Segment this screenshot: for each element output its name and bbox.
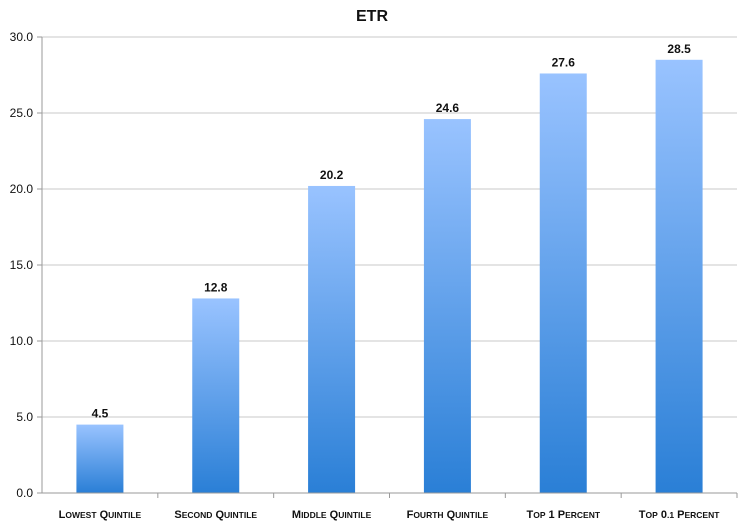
data-label: 20.2 (320, 168, 344, 182)
bar (655, 59, 703, 494)
y-tick-label: 25.0 (10, 106, 34, 120)
bar (308, 185, 356, 493)
y-tick-label: 0.0 (16, 486, 33, 500)
x-category-label: SECOND QUINTILE (174, 509, 257, 521)
y-tick-label: 10.0 (10, 334, 34, 348)
axes (41, 37, 738, 498)
chart-title: ETR (356, 8, 388, 25)
data-labels: 4.5 12.8 20.2 24.6 27.6 28.5 (92, 42, 692, 421)
data-label: 24.6 (436, 101, 460, 115)
data-label: 12.8 (204, 280, 228, 294)
x-category-label: LOWEST QUINTILE (59, 509, 142, 521)
data-label: 4.5 (92, 407, 109, 421)
bar (192, 298, 240, 493)
y-axis-ticks: 0.0 5.0 10.0 15.0 20.0 25.0 30.0 (10, 30, 42, 500)
y-tick-label: 5.0 (16, 410, 33, 424)
bars (76, 59, 703, 494)
data-label: 28.5 (667, 42, 691, 56)
x-category-label: FOURTH QUINTILE (407, 509, 489, 521)
x-category-label: TOP 0.1 PERCENT (639, 509, 720, 521)
y-tick-label: 30.0 (10, 30, 34, 44)
bar (76, 424, 124, 493)
y-tick-label: 20.0 (10, 182, 34, 196)
gridlines (42, 36, 737, 418)
x-category-label: TOP 1 PERCENT (526, 509, 600, 521)
bar (539, 73, 587, 493)
y-tick-label: 15.0 (10, 258, 34, 272)
x-category-label: MIDDLE QUINTILE (292, 509, 372, 521)
data-label: 27.6 (552, 55, 576, 69)
x-axis-categories: LOWEST QUINTILE SECOND QUINTILE MIDDLE QUI… (59, 509, 721, 521)
bar (423, 119, 471, 493)
